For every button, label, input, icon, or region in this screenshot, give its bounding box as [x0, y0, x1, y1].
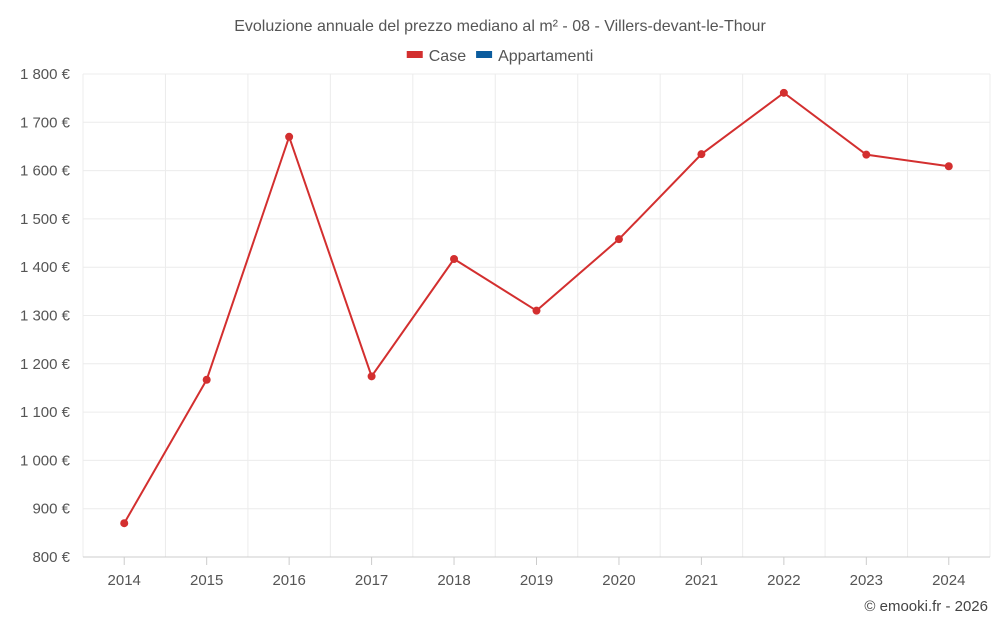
y-axis: 800 € 900 € 1 000 € 1 100 € 1 200 € 1 300 € 1 … — [20, 66, 71, 566]
data-point-2021 — [697, 150, 706, 159]
y-tick-label: 1 200 € — [20, 356, 71, 373]
gridlines — [82, 73, 991, 557]
y-tick-label: 1 500 € — [20, 211, 71, 228]
credit-text: © emooki.fr - 2026 — [864, 598, 988, 615]
series-layer — [120, 88, 953, 528]
x-tick-label: 2014 — [108, 572, 141, 589]
x-tick-label: 2016 — [272, 572, 305, 589]
x-tick-label: 2020 — [602, 572, 635, 589]
x-tick-label: 2024 — [932, 572, 965, 589]
data-point-2018 — [450, 254, 459, 263]
y-tick-label: 800 € — [32, 549, 70, 566]
y-tick-label: 1 400 € — [20, 259, 71, 276]
legend-item-case[interactable]: Case — [406, 48, 466, 65]
data-point-2017 — [367, 372, 376, 381]
x-tick-label: 2017 — [355, 572, 388, 589]
y-tick-label: 1 300 € — [20, 308, 71, 325]
y-tick-label: 1 000 € — [20, 452, 71, 469]
x-tick-label: 2015 — [190, 572, 223, 589]
legend-items: Case Appartamenti — [406, 48, 593, 65]
x-tick-label: 2023 — [850, 572, 883, 589]
data-point-2023 — [862, 150, 871, 159]
x-tick-label: 2021 — [685, 572, 718, 589]
legend-label-case: Case — [429, 48, 466, 65]
data-point-2022 — [779, 88, 788, 97]
legend: Case Appartamenti — [406, 48, 593, 65]
y-tick-label: 1 600 € — [20, 163, 71, 180]
x-axis: 2014 2015 2016 2017 2018 2019 2020 2021 2022 2023… — [83, 556, 990, 589]
x-tick-label: 2022 — [767, 572, 800, 589]
y-tick-label: 1 800 € — [20, 66, 71, 83]
x-tick-label: 2019 — [520, 572, 553, 589]
x-tick-label: 2018 — [437, 572, 470, 589]
chart-title: Evoluzione annuale del prezzo mediano al… — [234, 18, 766, 35]
y-tick-label: 900 € — [32, 501, 70, 518]
legend-item-appartamenti[interactable]: Appartamenti — [476, 48, 593, 65]
data-point-2024 — [944, 162, 953, 171]
legend-swatch-case — [406, 51, 423, 58]
legend-swatch-appartamenti — [476, 51, 493, 58]
data-point-2015 — [202, 375, 211, 384]
y-tick-label: 1 700 € — [20, 114, 71, 131]
y-tick-label: 1 100 € — [20, 404, 71, 421]
data-point-2014 — [120, 519, 129, 528]
data-point-2020 — [614, 235, 623, 244]
data-point-2016 — [285, 132, 294, 141]
data-point-2019 — [532, 306, 541, 315]
legend-label-appartamenti: Appartamenti — [498, 48, 593, 65]
